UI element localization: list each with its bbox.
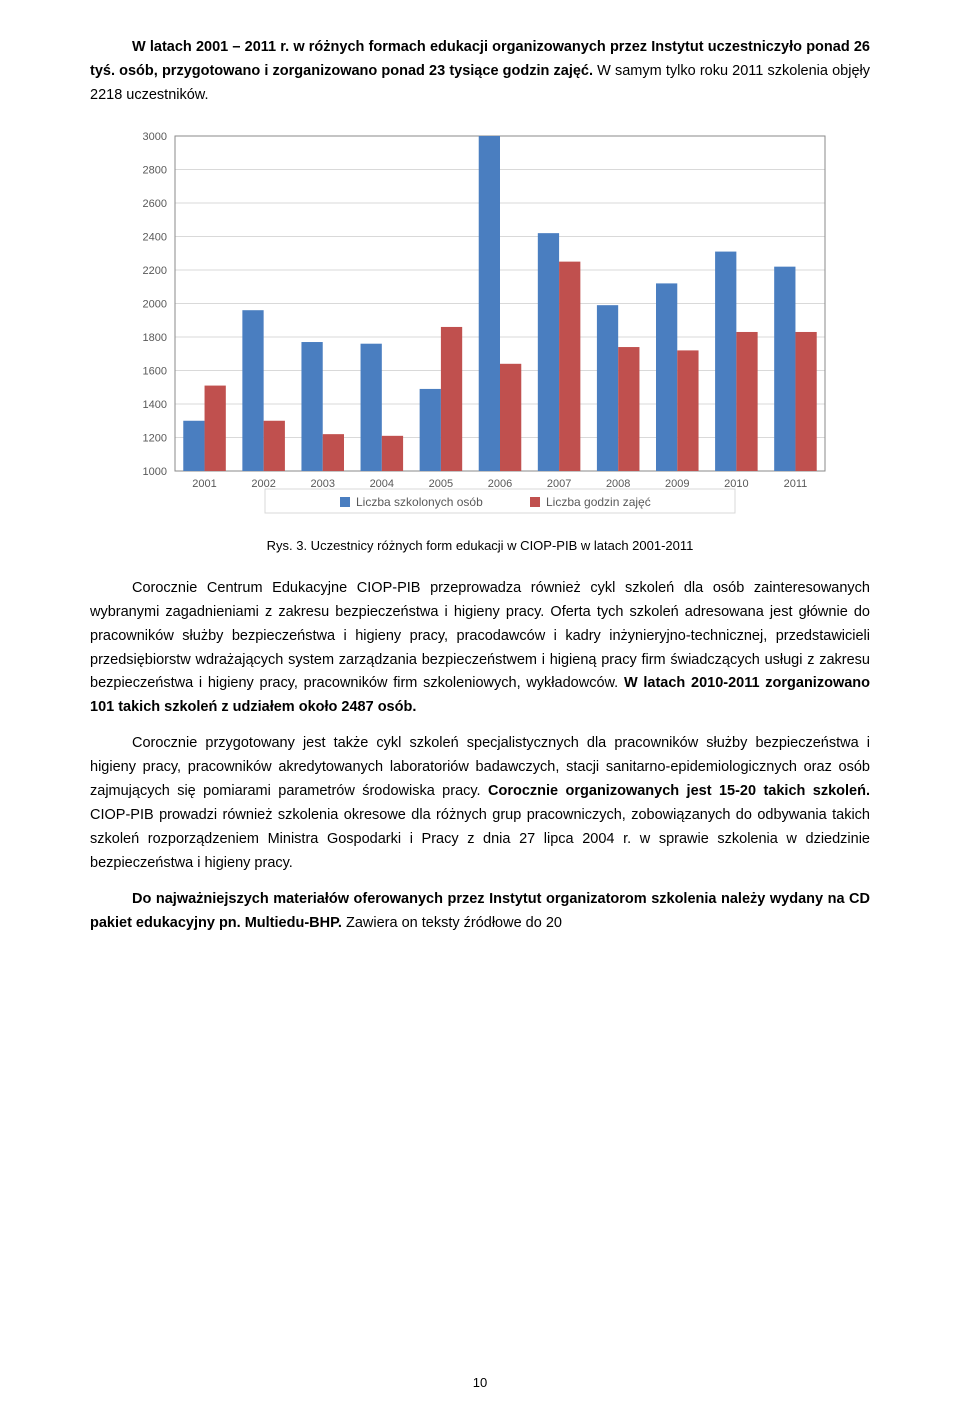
svg-text:2006: 2006	[488, 478, 512, 490]
para3-bold: Corocznie organizowanych jest 15-20 taki…	[488, 783, 870, 799]
svg-text:2007: 2007	[547, 478, 571, 490]
svg-text:2002: 2002	[251, 478, 275, 490]
svg-text:2001: 2001	[192, 478, 216, 490]
para4-text: Zawiera on teksty źródłowe do 20	[342, 915, 562, 931]
svg-text:2005: 2005	[429, 478, 453, 490]
svg-text:Liczba szkolonych osób: Liczba szkolonych osób	[356, 495, 483, 509]
svg-text:1600: 1600	[143, 365, 167, 377]
svg-text:1000: 1000	[143, 466, 167, 478]
chart-container: 1000 1200 1400 1600 1800 2000 2200 2400 2600 2800…	[120, 126, 840, 526]
svg-text:2200: 2200	[143, 265, 167, 277]
svg-text:2400: 2400	[143, 231, 167, 243]
svg-text:2003: 2003	[310, 478, 334, 490]
svg-text:2009: 2009	[665, 478, 689, 490]
page-number: 10	[0, 1375, 960, 1390]
svg-text:3000: 3000	[143, 131, 167, 143]
svg-text:1400: 1400	[143, 399, 167, 411]
paragraph-4: Do najważniejszych materiałów oferowanyc…	[90, 888, 870, 936]
svg-text:1800: 1800	[143, 332, 167, 344]
figure-caption: Rys. 3. Uczestnicy różnych form edukacji…	[90, 538, 870, 553]
svg-text:2004: 2004	[370, 478, 394, 490]
svg-text:1200: 1200	[143, 432, 167, 444]
svg-text:2600: 2600	[143, 198, 167, 210]
svg-text:Liczba godzin zajęć: Liczba godzin zajęć	[546, 495, 651, 509]
bar-chart: 1000 1200 1400 1600 1800 2000 2200 2400 2600 2800…	[120, 126, 840, 526]
svg-text:2008: 2008	[606, 478, 630, 490]
svg-text:2010: 2010	[724, 478, 748, 490]
paragraph-2: Corocznie Centrum Edukacyjne CIOP-PIB pr…	[90, 577, 870, 721]
svg-text:2000: 2000	[143, 298, 167, 310]
svg-text:2011: 2011	[784, 478, 808, 490]
para3-text-c: CIOP-PIB prowadzi również szkolenia okre…	[90, 807, 870, 871]
svg-text:2800: 2800	[143, 164, 167, 176]
paragraph-3: Corocznie przygotowany jest także cykl s…	[90, 732, 870, 876]
intro-paragraph: W latach 2001 – 2011 r. w różnych formac…	[90, 36, 870, 108]
